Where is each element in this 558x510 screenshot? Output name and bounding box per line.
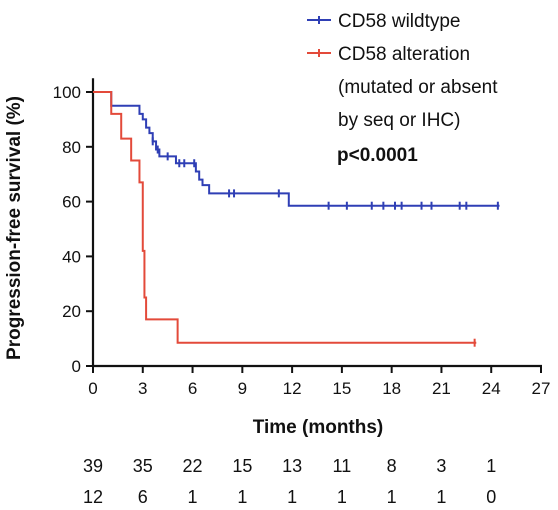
y-tick-label: 80 [62, 138, 81, 157]
risk-cell: 0 [486, 487, 496, 507]
y-tick-label: 40 [62, 247, 81, 266]
number-at-risk-table: 39 35 22 15 13 11 8 3 112 6 1 1 1 1 1 1 0 [83, 456, 496, 507]
risk-cell: 3 [436, 456, 446, 476]
x-tick-label: 21 [432, 379, 451, 398]
risk-cell: 1 [237, 487, 247, 507]
risk-cell: 6 [138, 487, 148, 507]
x-tick-label: 9 [238, 379, 247, 398]
legend: CD58 wildtype CD58 alteration (mutated or … [307, 11, 498, 131]
legend-label: (mutated or absent [338, 77, 498, 98]
series-line-1 [93, 91, 477, 344]
p-value-annotation: p<0.0001 [337, 145, 418, 166]
y-tick-label: 0 [72, 357, 81, 376]
risk-cell: 12 [83, 487, 103, 507]
legend-label: CD58 wildtype [338, 11, 461, 32]
risk-cell: 1 [486, 456, 496, 476]
legend-label: CD58 alteration [338, 44, 470, 65]
series-line-0 [93, 91, 500, 207]
risk-cell: 39 [83, 456, 103, 476]
risk-cell: 1 [436, 487, 446, 507]
risk-cell: 1 [337, 487, 347, 507]
survival-curves [93, 91, 500, 347]
risk-cell: 11 [333, 456, 352, 476]
risk-cell: 1 [287, 487, 297, 507]
y-tick-label: 20 [62, 302, 81, 321]
risk-cell: 35 [133, 456, 153, 476]
x-tick-label: 12 [283, 379, 302, 398]
axes: 0 3 6 9 12 15 18 21 24 27 0 20 40 60 80 100 [53, 78, 551, 398]
risk-cell: 13 [282, 456, 302, 476]
y-tick-label: 60 [62, 193, 81, 212]
x-tick-label: 0 [88, 379, 97, 398]
risk-cell: 1 [387, 487, 397, 507]
y-axis-title: Progression-free survival (%) [4, 96, 25, 360]
x-axis-title: Time (months) [253, 417, 384, 438]
x-tick-label: 24 [482, 379, 501, 398]
legend-label: by seq or IHC) [338, 110, 460, 131]
y-tick-label: 100 [53, 83, 81, 102]
risk-cell: 22 [183, 456, 203, 476]
x-tick-label: 18 [382, 379, 401, 398]
x-tick-label: 3 [138, 379, 147, 398]
risk-cell: 1 [188, 487, 198, 507]
x-tick-label: 15 [332, 379, 351, 398]
risk-cell: 8 [387, 456, 397, 476]
risk-cell: 15 [232, 456, 252, 476]
x-tick-label: 27 [532, 379, 551, 398]
x-tick-label: 6 [188, 379, 197, 398]
